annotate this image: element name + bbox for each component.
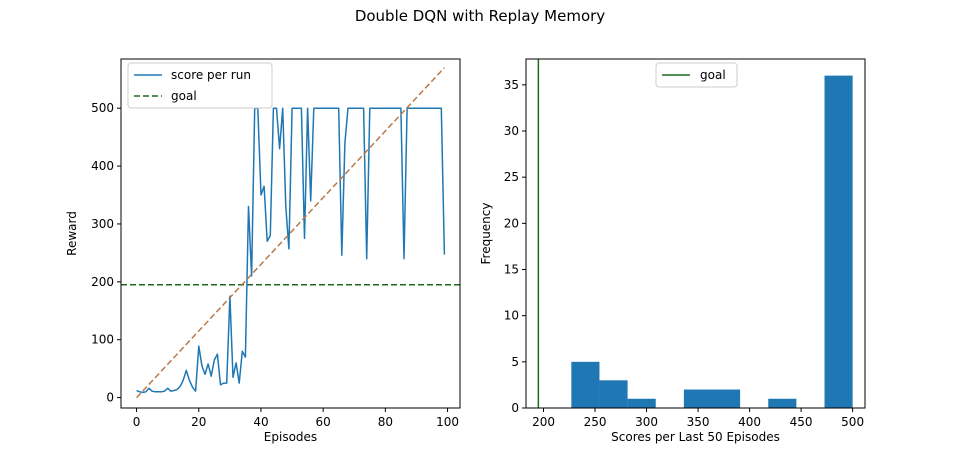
x-tick-label: 500 xyxy=(841,415,864,429)
x-tick-label: 20 xyxy=(191,415,206,429)
x-tick-label: 60 xyxy=(316,415,331,429)
y-tick-label: 20 xyxy=(504,216,519,230)
y-tick-label: 15 xyxy=(504,263,519,277)
legend: score per run goal xyxy=(127,62,273,109)
legend-goal-label: goal xyxy=(171,89,197,103)
y-tick-label: 10 xyxy=(504,309,519,323)
histogram-bar xyxy=(683,389,712,408)
x-tick-label: 80 xyxy=(378,415,393,429)
histogram-bar xyxy=(627,398,656,408)
score-histogram-chart: 0 5 10 15 20 25 30 35 200 250 300 350 400 450 500 Score… xyxy=(479,58,866,444)
legend-goal-label: goal xyxy=(700,68,726,82)
histogram-bar xyxy=(824,75,853,408)
x-tick-label: 100 xyxy=(436,415,459,429)
legend-score-per-run-label: score per run xyxy=(171,68,251,82)
figure-title: Double DQN with Replay Memory xyxy=(355,7,605,25)
legend: goal xyxy=(655,62,738,88)
y-tick-label: 0 xyxy=(106,391,114,405)
plot-area xyxy=(121,67,460,399)
histogram-bar xyxy=(571,361,600,408)
histogram-bar xyxy=(599,380,628,408)
y-axis-label: Frequency xyxy=(479,203,493,265)
y-tick-label: 500 xyxy=(91,101,114,115)
legend-box xyxy=(127,62,273,109)
y-tick-label: 400 xyxy=(91,159,114,173)
y-tick-label: 35 xyxy=(504,78,519,92)
plot-frame xyxy=(120,58,461,409)
x-tick-label: 200 xyxy=(532,415,555,429)
reward-line-chart: 0 100 200 300 400 500 0 20 40 60 80 100 Episodes Rewa… xyxy=(65,58,461,444)
y-tick-label: 0 xyxy=(511,401,519,415)
x-tick-label: 350 xyxy=(687,415,710,429)
legend-box xyxy=(655,62,738,88)
y-axis-label: Reward xyxy=(65,211,79,256)
y-tick-label: 5 xyxy=(511,355,519,369)
score-per-run-line xyxy=(136,107,446,394)
x-tick-label: 450 xyxy=(790,415,813,429)
histogram-bar xyxy=(768,398,797,408)
plot-frame xyxy=(525,58,866,409)
y-tick-label: 30 xyxy=(504,124,519,138)
x-tick-label: 40 xyxy=(253,415,268,429)
x-axis-label: Episodes xyxy=(264,430,317,444)
x-axis-label: Scores per Last 50 Episodes xyxy=(611,430,780,444)
x-tick-label: 400 xyxy=(738,415,761,429)
y-tick-label: 25 xyxy=(504,170,519,184)
x-tick-label: 300 xyxy=(635,415,658,429)
y-tick-label: 100 xyxy=(91,333,114,347)
x-tick-label: 250 xyxy=(584,415,607,429)
y-tick-label: 200 xyxy=(91,275,114,289)
trend-line xyxy=(136,67,445,399)
x-tick-label: 0 xyxy=(133,415,141,429)
y-tick-label: 300 xyxy=(91,217,114,231)
histogram-bar xyxy=(711,389,741,408)
